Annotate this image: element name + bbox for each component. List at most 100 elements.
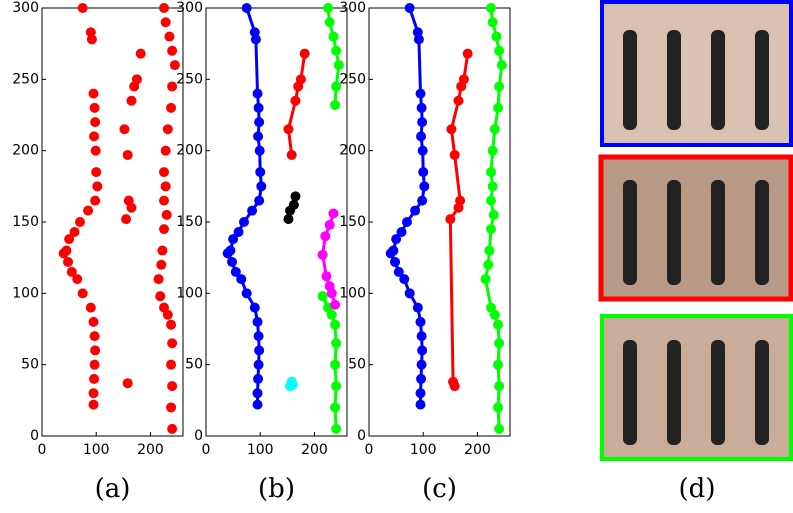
- point: [331, 423, 342, 434]
- point: [487, 181, 498, 192]
- point: [167, 381, 178, 392]
- point: [331, 81, 342, 92]
- point: [228, 234, 239, 245]
- point: [252, 88, 263, 99]
- point: [494, 338, 505, 349]
- point: [160, 181, 171, 192]
- point: [90, 195, 101, 206]
- point: [159, 195, 170, 206]
- point: [167, 81, 178, 92]
- point: [489, 309, 500, 320]
- point: [86, 34, 97, 45]
- point: [396, 226, 407, 237]
- point: [253, 373, 264, 384]
- y-tick-label: 250: [339, 71, 366, 87]
- point: [164, 31, 175, 42]
- point: [90, 345, 101, 356]
- point: [330, 299, 341, 310]
- y-tick-label: 100: [339, 285, 366, 301]
- point: [88, 399, 99, 410]
- point: [89, 331, 100, 342]
- point: [494, 381, 505, 392]
- point: [404, 288, 415, 299]
- point: [90, 145, 101, 156]
- x-tick-label: 0: [38, 442, 47, 458]
- point: [91, 167, 102, 178]
- point: [415, 399, 426, 410]
- caption: (a): [95, 474, 131, 504]
- dancer-silhouettes: [623, 30, 769, 445]
- y-tick-label: 200: [12, 143, 39, 159]
- point: [410, 205, 421, 216]
- point: [393, 266, 404, 277]
- point: [131, 74, 142, 85]
- point: [404, 3, 415, 13]
- point: [416, 131, 427, 142]
- y-tick-label: 100: [12, 285, 39, 301]
- point: [416, 359, 427, 370]
- point: [480, 274, 491, 285]
- point: [283, 124, 294, 135]
- point: [326, 288, 337, 299]
- y-tick-label: 0: [194, 428, 203, 444]
- point: [299, 48, 310, 59]
- point: [331, 338, 342, 349]
- point: [493, 359, 504, 370]
- point: [166, 102, 177, 113]
- point: [446, 124, 457, 135]
- point: [167, 45, 178, 56]
- point: [222, 248, 233, 259]
- point: [169, 60, 180, 71]
- point: [330, 319, 341, 330]
- point: [385, 248, 396, 259]
- point: [252, 399, 263, 410]
- track-line: [388, 7, 426, 405]
- point: [83, 205, 94, 216]
- point: [119, 124, 130, 135]
- y-tick-label: 300: [339, 0, 366, 16]
- point: [417, 345, 428, 356]
- point: [333, 60, 344, 71]
- point: [157, 245, 168, 256]
- point: [496, 60, 507, 71]
- point: [238, 217, 249, 227]
- point: [66, 266, 77, 277]
- point: [250, 34, 261, 45]
- point: [253, 331, 264, 342]
- point: [417, 195, 428, 206]
- point: [63, 256, 74, 267]
- point: [160, 145, 171, 156]
- point: [122, 378, 133, 389]
- point: [166, 359, 177, 370]
- point: [89, 102, 100, 113]
- point: [320, 231, 331, 242]
- point: [253, 359, 264, 370]
- x-tick-label: 0: [202, 442, 211, 458]
- point: [290, 191, 301, 202]
- point: [412, 302, 423, 313]
- point: [401, 217, 412, 227]
- point: [162, 309, 173, 320]
- point: [254, 345, 265, 356]
- x-tick-label: 0: [365, 442, 374, 458]
- point: [283, 214, 294, 225]
- point: [453, 202, 464, 213]
- point: [456, 81, 467, 92]
- y-tick-label: 150: [12, 214, 39, 230]
- point: [416, 373, 427, 384]
- point: [493, 319, 504, 330]
- point: [162, 124, 173, 135]
- x-tick-label: 200: [301, 442, 328, 458]
- point: [486, 167, 497, 178]
- point: [328, 208, 339, 219]
- point: [419, 181, 430, 192]
- point: [453, 95, 464, 106]
- point: [252, 316, 263, 327]
- caption: (c): [422, 474, 457, 504]
- point: [494, 81, 505, 92]
- point: [317, 291, 328, 302]
- y-tick-label: 300: [12, 0, 39, 16]
- point: [252, 388, 263, 399]
- point: [254, 145, 265, 156]
- y-tick-label: 250: [176, 71, 203, 87]
